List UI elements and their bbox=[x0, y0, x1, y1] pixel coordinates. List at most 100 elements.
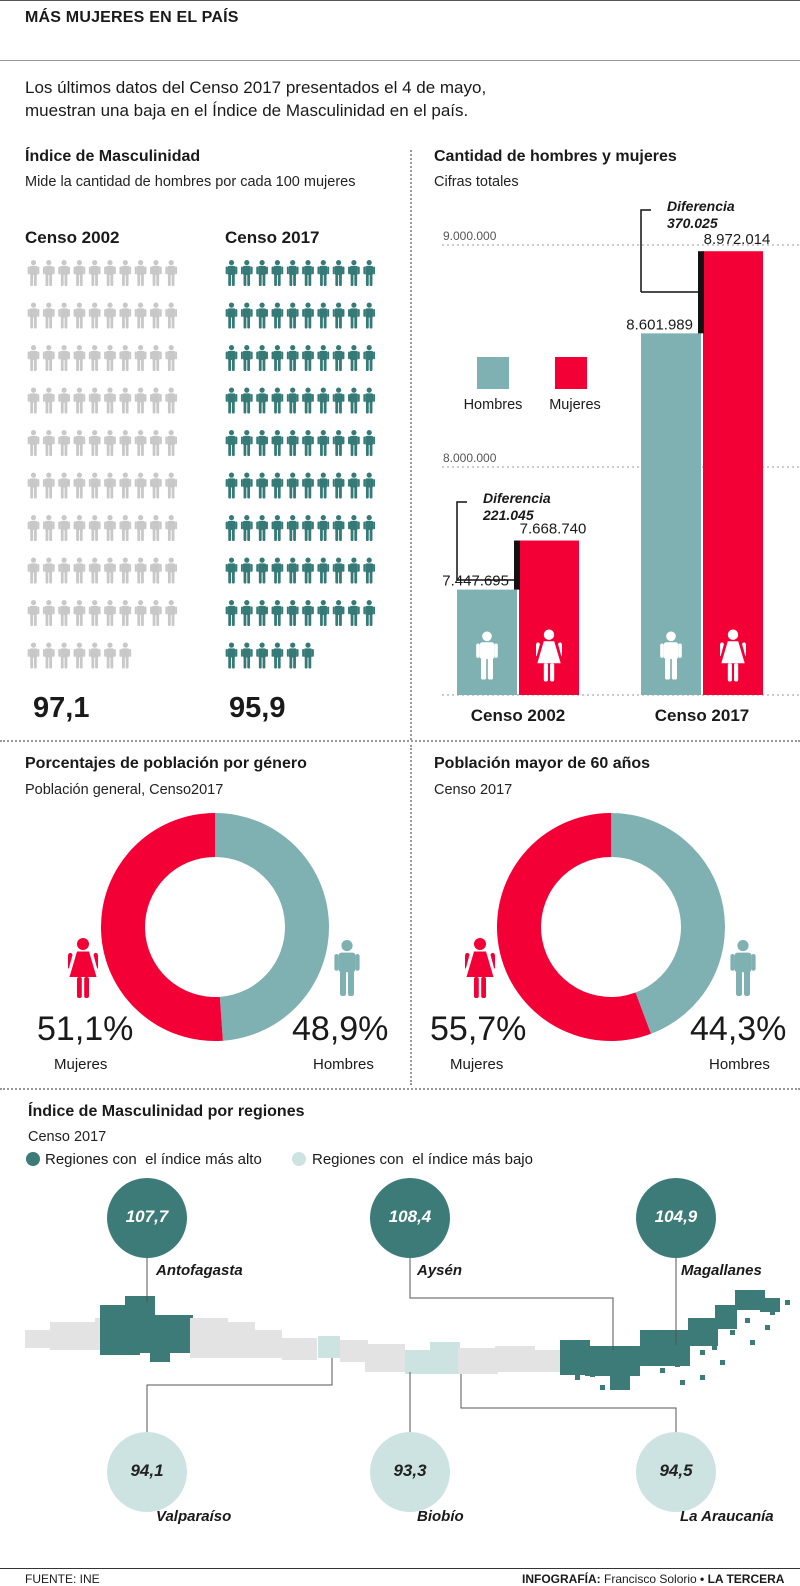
pictogram-person-2017 bbox=[240, 430, 253, 456]
difference-marker bbox=[514, 540, 520, 590]
top-rule bbox=[0, 0, 800, 1]
woman-icon bbox=[465, 932, 495, 1004]
pictogram-person-2002 bbox=[134, 260, 147, 286]
region-name-valparaiso: Valparaíso bbox=[156, 1508, 232, 1525]
vertical-divider-top bbox=[410, 150, 412, 740]
map-island bbox=[620, 1380, 625, 1385]
man-icon bbox=[729, 932, 757, 1004]
region-value-aysen: 108,4 bbox=[388, 1207, 432, 1226]
region-value-valparaiso: 94,1 bbox=[130, 1461, 164, 1480]
bar-category-label: Censo 2017 bbox=[655, 706, 750, 725]
pictogram-person-2017 bbox=[256, 430, 268, 456]
pictogram-person-2002 bbox=[58, 302, 70, 329]
gridline-label: 8.000.000 bbox=[443, 451, 497, 465]
pictogram-person-2017 bbox=[271, 302, 284, 329]
map-island bbox=[785, 1300, 790, 1305]
gender-pct-mujeres-label: Mujeres bbox=[54, 1056, 108, 1073]
pictogram-person-2002 bbox=[150, 515, 162, 541]
pictogram-person-2017 bbox=[271, 387, 284, 414]
map-region bbox=[282, 1338, 317, 1360]
pictogram-label-2017: Censo 2017 bbox=[225, 228, 320, 247]
pictogram-person-2002 bbox=[119, 260, 132, 286]
map-region bbox=[365, 1344, 405, 1372]
pictogram-person-2002 bbox=[73, 642, 86, 669]
pictogram-person-2002 bbox=[165, 302, 178, 329]
pictogram-person-2017 bbox=[302, 260, 314, 286]
horizontal-divider-1 bbox=[0, 740, 800, 742]
map-island bbox=[675, 1362, 680, 1367]
pictogram-person-2002 bbox=[119, 430, 132, 456]
pictogram-person-2002 bbox=[134, 430, 147, 456]
pictogram-chart bbox=[27, 260, 376, 669]
pictogram-person-2002 bbox=[119, 600, 132, 626]
region-value-biobio: 93,3 bbox=[393, 1461, 427, 1480]
map-island bbox=[700, 1350, 705, 1355]
pictogram-person-2002 bbox=[104, 642, 116, 669]
pictogram-person-2002 bbox=[134, 557, 147, 584]
population-bar-title: Cantidad de hombres y mujeres bbox=[434, 148, 677, 165]
map-region-antofagasta bbox=[150, 1350, 170, 1362]
pictogram-person-2017 bbox=[225, 515, 238, 541]
pictogram-person-2002 bbox=[42, 302, 55, 329]
bar-mujeres bbox=[703, 251, 763, 695]
pictogram-person-2002 bbox=[27, 260, 40, 286]
pictogram-person-2017 bbox=[332, 557, 345, 584]
region-name-biobio: Biobío bbox=[417, 1508, 464, 1525]
pictogram-person-2017 bbox=[271, 260, 284, 286]
region-circle-biobio: 93,3 bbox=[370, 1432, 450, 1512]
pictogram-person-2017 bbox=[240, 260, 253, 286]
pictogram-person-2002 bbox=[58, 600, 70, 626]
legend-swatch-mujeres bbox=[555, 357, 587, 389]
map-region bbox=[495, 1346, 535, 1372]
pictogram-person-2017 bbox=[348, 557, 360, 584]
pictogram-person-2002 bbox=[27, 472, 40, 499]
pictogram-person-2017 bbox=[302, 345, 314, 371]
pictogram-person-2002 bbox=[42, 260, 55, 286]
legend-low-swatch bbox=[292, 1152, 306, 1166]
pictogram-person-2017 bbox=[317, 260, 330, 286]
pictogram-person-2002 bbox=[104, 430, 116, 456]
pictogram-person-2017 bbox=[302, 557, 314, 584]
pictogram-person-2017 bbox=[225, 430, 238, 456]
pictogram-person-2002 bbox=[42, 472, 55, 499]
pictogram-person-2017 bbox=[363, 472, 376, 499]
pictogram-person-2017 bbox=[332, 387, 345, 414]
pictogram-person-2017 bbox=[240, 557, 253, 584]
pictogram-person-2017 bbox=[225, 472, 238, 499]
gender-pct-subtitle: Población general, Censo2017 bbox=[25, 782, 224, 798]
pictogram-person-2017 bbox=[286, 472, 299, 499]
pictogram-person-2002 bbox=[42, 642, 55, 669]
vertical-divider-mid bbox=[410, 745, 412, 1085]
pictogram-person-2002 bbox=[42, 515, 55, 541]
pictogram-person-2017 bbox=[348, 430, 360, 456]
horizontal-divider-2 bbox=[0, 1088, 800, 1090]
pictogram-person-2002 bbox=[58, 472, 70, 499]
pictogram-person-2017 bbox=[240, 472, 253, 499]
pictogram-person-2017 bbox=[286, 430, 299, 456]
pictogram-person-2017 bbox=[317, 387, 330, 414]
pictogram-person-2002 bbox=[73, 600, 86, 626]
pictogram-person-2002 bbox=[119, 387, 132, 414]
legend-label-mujeres: Mujeres bbox=[549, 397, 601, 413]
map-island bbox=[770, 1310, 775, 1315]
pictogram-person-2017 bbox=[302, 515, 314, 541]
pictogram-person-2017 bbox=[317, 302, 330, 329]
donut-slice-hombres bbox=[215, 813, 329, 1041]
map-region bbox=[190, 1318, 228, 1358]
map-region-valparaiso bbox=[318, 1336, 340, 1358]
legend-high-label: Regiones con el índice más alto bbox=[45, 1151, 262, 1168]
difference-title: Diferencia bbox=[483, 490, 551, 506]
chile-map bbox=[25, 1258, 790, 1432]
pictogram-person-2017 bbox=[271, 600, 284, 626]
map-island bbox=[600, 1385, 605, 1390]
pictogram-person-2017 bbox=[363, 557, 376, 584]
masculinity-title: Índice de Masculinidad bbox=[25, 148, 201, 165]
pictogram-person-2017 bbox=[332, 345, 345, 371]
pictogram-person-2002 bbox=[104, 557, 116, 584]
pictogram-person-2002 bbox=[119, 472, 132, 499]
pictogram-person-2017 bbox=[271, 430, 284, 456]
pictogram-person-2002 bbox=[88, 472, 101, 499]
region-circle-antofagasta: 107,7 bbox=[107, 1178, 187, 1258]
intro-line-2: muestran una baja en el Índice de Mascul… bbox=[25, 101, 469, 120]
pictogram-person-2002 bbox=[104, 472, 116, 499]
